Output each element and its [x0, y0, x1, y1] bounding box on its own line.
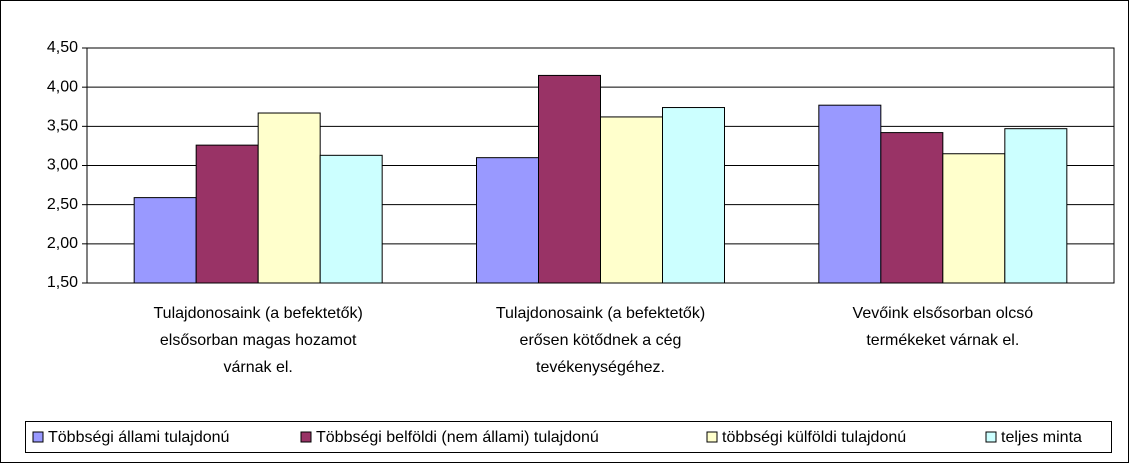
y-tick-label: 4,50	[47, 39, 78, 56]
legend-label: Többségi állami tulajdonú	[48, 429, 229, 446]
bar	[133, 197, 197, 284]
bar	[662, 107, 725, 284]
x-tick-label: Tulajdonosaink (a befektetők)	[496, 305, 705, 322]
y-tick-label: 2,00	[47, 235, 78, 252]
bar	[880, 132, 944, 284]
y-tick-label: 1,50	[47, 274, 78, 291]
legend-swatch	[706, 431, 718, 443]
x-tick-label: termékeket várnak el.	[866, 332, 1019, 349]
y-tick-label: 3,00	[47, 157, 78, 174]
x-tick-label: elsősorban magas hozamot	[160, 332, 357, 349]
bar	[600, 116, 663, 284]
bar	[818, 104, 882, 284]
bar	[538, 74, 601, 284]
legend-swatch	[985, 431, 997, 443]
legend-label: Többségi belföldi (nem állami) tulajdonú	[316, 429, 599, 446]
x-tick-label: várnak el.	[223, 359, 292, 376]
legend-swatch	[32, 431, 44, 443]
legend-box	[25, 421, 1112, 453]
y-tick-label: 3,50	[47, 118, 78, 135]
x-tick-label: Tulajdonosaink (a befektetők)	[154, 305, 363, 322]
legend-label: teljes minta	[1001, 429, 1082, 446]
y-tick-label: 2,50	[47, 196, 78, 213]
x-tick-label: tevékenységéhez.	[536, 359, 665, 376]
bar	[476, 157, 539, 284]
y-tick-label: 4,00	[47, 78, 78, 95]
x-tick-label: erősen kötődnek a cég	[520, 332, 682, 349]
bar	[942, 153, 1006, 284]
bar	[319, 154, 383, 284]
bar	[195, 144, 259, 284]
legend-swatch	[300, 431, 312, 443]
bar	[257, 112, 321, 284]
bar	[1004, 128, 1068, 284]
x-tick-label: Vevőink elsősorban olcsó	[853, 305, 1034, 322]
legend-label: többségi külföldi tulajdonú	[722, 429, 906, 446]
